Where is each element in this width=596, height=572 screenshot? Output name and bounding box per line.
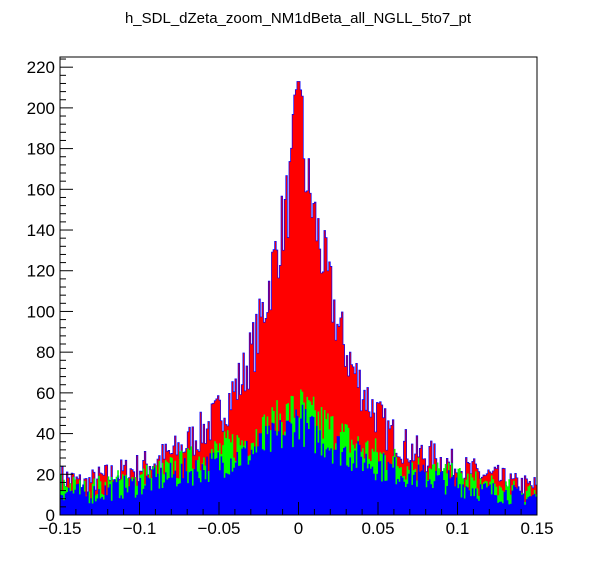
y-tick-label: 60 [36,384,55,403]
y-tick-label: 80 [36,343,55,362]
y-tick-label: 160 [27,180,55,199]
x-tick-label: 0.05 [361,519,394,538]
chart-title: h_SDL_dZeta_zoom_NM1dBeta_all_NGLL_5to7_… [124,10,472,27]
y-tick-label: 100 [27,302,55,321]
histogram-series-3 [60,404,537,515]
y-tick-label: 220 [27,58,55,77]
x-tick-label: 0.15 [520,519,553,538]
x-tick-label: −0.15 [38,519,81,538]
y-tick-label: 120 [27,262,55,281]
y-tick-label: 0 [46,506,55,525]
y-tick-label: 20 [36,465,55,484]
y-tick-label: 180 [27,140,55,159]
x-tick-label: −0.1 [123,519,157,538]
y-tick-label: 200 [27,99,55,118]
y-tick-label: 140 [27,221,55,240]
x-tick-label: −0.05 [197,519,240,538]
x-tick-label: 0.1 [446,519,470,538]
y-tick-label: 40 [36,425,55,444]
x-tick-label: 0 [294,519,303,538]
